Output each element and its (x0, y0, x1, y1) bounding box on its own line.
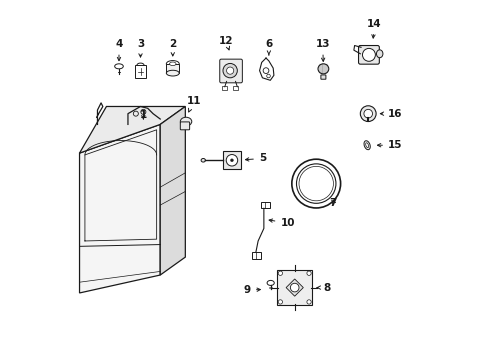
Ellipse shape (115, 64, 123, 69)
FancyBboxPatch shape (233, 86, 238, 90)
Polygon shape (80, 125, 160, 293)
Text: 10: 10 (268, 218, 294, 228)
Circle shape (278, 300, 282, 304)
Text: 11: 11 (186, 96, 201, 112)
Text: 7: 7 (329, 198, 336, 208)
Ellipse shape (180, 117, 191, 126)
Text: 14: 14 (366, 19, 381, 38)
Circle shape (290, 283, 298, 292)
Text: 2: 2 (169, 39, 176, 56)
Text: 13: 13 (315, 40, 329, 62)
Text: 1: 1 (140, 111, 147, 121)
Circle shape (360, 106, 375, 122)
Ellipse shape (363, 141, 369, 150)
Ellipse shape (201, 158, 205, 162)
Text: 15: 15 (377, 140, 402, 150)
Circle shape (306, 271, 310, 275)
Ellipse shape (166, 70, 179, 76)
Text: 16: 16 (380, 109, 402, 119)
Text: 3: 3 (137, 40, 144, 57)
Ellipse shape (266, 280, 274, 285)
Circle shape (223, 63, 237, 78)
Text: 6: 6 (264, 40, 272, 55)
Polygon shape (285, 279, 303, 296)
Polygon shape (80, 107, 185, 153)
FancyBboxPatch shape (223, 151, 241, 169)
Text: 12: 12 (218, 36, 233, 50)
Text: 9: 9 (244, 285, 260, 295)
Text: 8: 8 (317, 283, 330, 293)
FancyBboxPatch shape (222, 86, 226, 90)
Ellipse shape (376, 50, 382, 58)
Ellipse shape (166, 60, 179, 67)
FancyBboxPatch shape (219, 59, 242, 83)
Ellipse shape (169, 62, 176, 66)
Circle shape (306, 300, 310, 304)
FancyBboxPatch shape (180, 122, 189, 130)
Circle shape (363, 109, 372, 118)
Text: 5: 5 (245, 153, 265, 163)
FancyBboxPatch shape (358, 45, 379, 64)
FancyBboxPatch shape (277, 270, 311, 305)
FancyBboxPatch shape (135, 65, 145, 78)
Circle shape (362, 48, 375, 61)
Circle shape (278, 271, 282, 275)
FancyBboxPatch shape (251, 252, 260, 258)
Circle shape (230, 159, 233, 162)
FancyBboxPatch shape (320, 75, 325, 79)
Circle shape (226, 154, 237, 166)
Ellipse shape (365, 143, 368, 148)
FancyBboxPatch shape (261, 202, 269, 208)
FancyBboxPatch shape (166, 64, 179, 73)
Ellipse shape (317, 64, 328, 74)
Text: 4: 4 (115, 40, 122, 61)
Circle shape (226, 67, 233, 74)
Polygon shape (160, 107, 185, 275)
